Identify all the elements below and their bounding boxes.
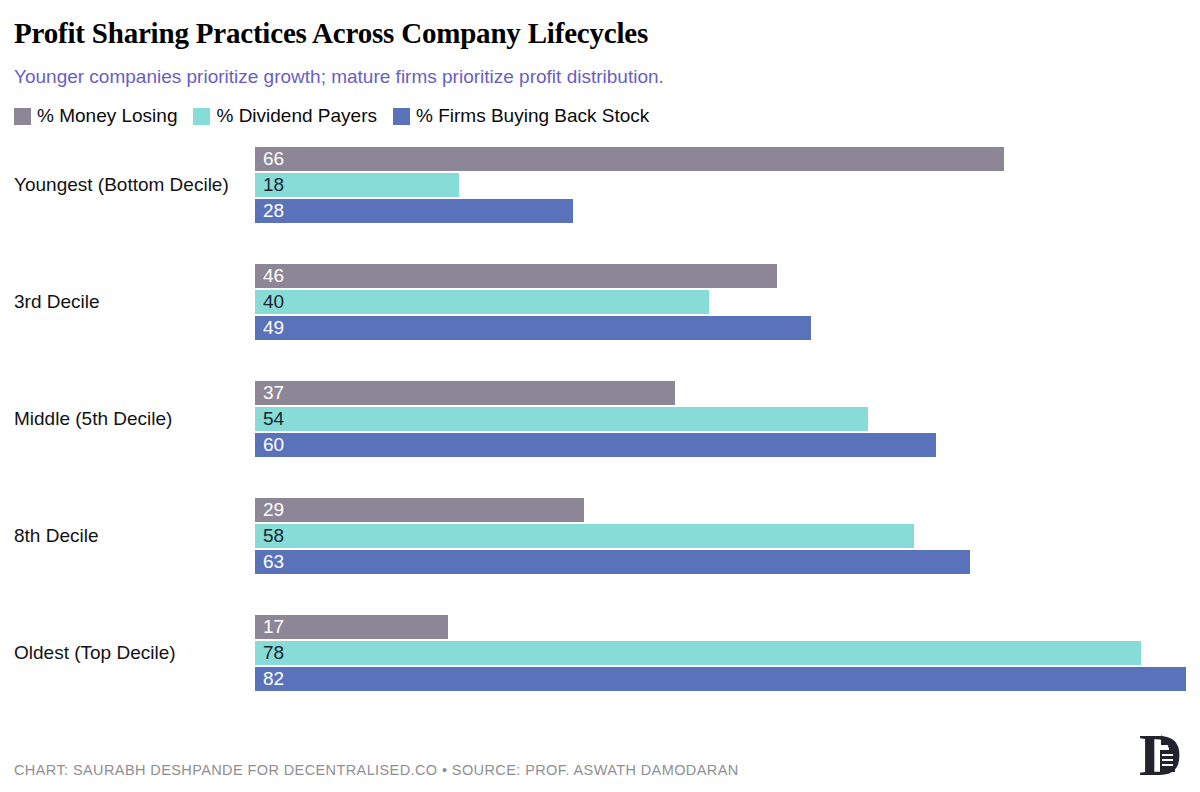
bar-track: 177882 bbox=[255, 615, 1186, 691]
chart-subtitle: Younger companies prioritize growth; mat… bbox=[14, 66, 1186, 88]
bar-row: 46 bbox=[255, 264, 1186, 288]
legend-label: % Money Losing bbox=[37, 105, 177, 127]
bar-track: 295863 bbox=[255, 498, 1186, 574]
bar-row: 37 bbox=[255, 381, 1186, 405]
bar-row: 40 bbox=[255, 290, 1186, 314]
category-label: Middle (5th Decile) bbox=[14, 408, 255, 430]
category-label: Youngest (Bottom Decile) bbox=[14, 174, 255, 196]
bar: 78 bbox=[255, 641, 1141, 665]
bar-row: 63 bbox=[255, 550, 1186, 574]
bar-row: 54 bbox=[255, 407, 1186, 431]
bar-row: 78 bbox=[255, 641, 1186, 665]
bar-value-label: 78 bbox=[255, 641, 284, 665]
legend-label: % Firms Buying Back Stock bbox=[416, 105, 649, 127]
bar: 54 bbox=[255, 407, 868, 431]
category-label: Oldest (Top Decile) bbox=[14, 642, 255, 664]
legend-item-2: % Firms Buying Back Stock bbox=[393, 105, 649, 127]
chart-title: Profit Sharing Practices Across Company … bbox=[14, 16, 1186, 50]
chart-group: Youngest (Bottom Decile)661828 bbox=[14, 147, 1186, 223]
bar: 37 bbox=[255, 381, 675, 405]
bar-value-label: 46 bbox=[255, 264, 284, 288]
bar-row: 17 bbox=[255, 615, 1186, 639]
bar: 66 bbox=[255, 147, 1004, 171]
legend-label: % Dividend Payers bbox=[216, 105, 377, 127]
bar-row: 28 bbox=[255, 199, 1186, 223]
bar: 29 bbox=[255, 498, 584, 522]
bar-row: 18 bbox=[255, 173, 1186, 197]
bar: 28 bbox=[255, 199, 573, 223]
bar: 17 bbox=[255, 615, 448, 639]
legend-item-0: % Money Losing bbox=[14, 105, 177, 127]
bar-value-label: 49 bbox=[255, 316, 284, 340]
bar-track: 661828 bbox=[255, 147, 1186, 223]
grouped-bar-chart: Youngest (Bottom Decile)661828 3rd Decile… bbox=[14, 147, 1186, 691]
bar: 63 bbox=[255, 550, 970, 574]
bar-value-label: 28 bbox=[255, 199, 284, 223]
legend-swatch-icon bbox=[14, 108, 31, 125]
bar-value-label: 66 bbox=[255, 147, 284, 171]
bar: 18 bbox=[255, 173, 459, 197]
bar-value-label: 17 bbox=[255, 615, 284, 639]
bar-value-label: 29 bbox=[255, 498, 284, 522]
bar-value-label: 82 bbox=[255, 667, 284, 691]
bar-value-label: 18 bbox=[255, 173, 284, 197]
bar-value-label: 54 bbox=[255, 407, 284, 431]
legend-swatch-icon bbox=[193, 108, 210, 125]
legend-item-1: % Dividend Payers bbox=[193, 105, 377, 127]
bar-row: 49 bbox=[255, 316, 1186, 340]
bar: 40 bbox=[255, 290, 709, 314]
bar: 49 bbox=[255, 316, 811, 340]
bar-row: 82 bbox=[255, 667, 1186, 691]
chart-credit: CHART: SAURABH DESHPANDE FOR DECENTRALIS… bbox=[14, 762, 739, 778]
bar: 82 bbox=[255, 667, 1186, 691]
chart-card: Profit Sharing Practices Across Company … bbox=[0, 0, 1200, 792]
chart-group: 3rd Decile464049 bbox=[14, 264, 1186, 340]
bar-row: 29 bbox=[255, 498, 1186, 522]
bar: 46 bbox=[255, 264, 777, 288]
category-label: 3rd Decile bbox=[14, 291, 255, 313]
bar-value-label: 40 bbox=[255, 290, 284, 314]
bar: 60 bbox=[255, 433, 936, 457]
chart-group: Oldest (Top Decile)177882 bbox=[14, 615, 1186, 691]
bar: 58 bbox=[255, 524, 914, 548]
legend: % Money Losing % Dividend Payers % Firms B… bbox=[14, 105, 1186, 127]
chart-group: Middle (5th Decile)375460 bbox=[14, 381, 1186, 457]
decentralised-logo-icon: D bbox=[1140, 726, 1192, 784]
bar-value-label: 60 bbox=[255, 433, 284, 457]
bar-value-label: 63 bbox=[255, 550, 284, 574]
legend-swatch-icon bbox=[393, 108, 410, 125]
bar-row: 58 bbox=[255, 524, 1186, 548]
bar-track: 464049 bbox=[255, 264, 1186, 340]
category-label: 8th Decile bbox=[14, 525, 255, 547]
bar-value-label: 37 bbox=[255, 381, 284, 405]
bar-row: 66 bbox=[255, 147, 1186, 171]
bar-track: 375460 bbox=[255, 381, 1186, 457]
bar-row: 60 bbox=[255, 433, 1186, 457]
chart-group: 8th Decile295863 bbox=[14, 498, 1186, 574]
bar-value-label: 58 bbox=[255, 524, 284, 548]
